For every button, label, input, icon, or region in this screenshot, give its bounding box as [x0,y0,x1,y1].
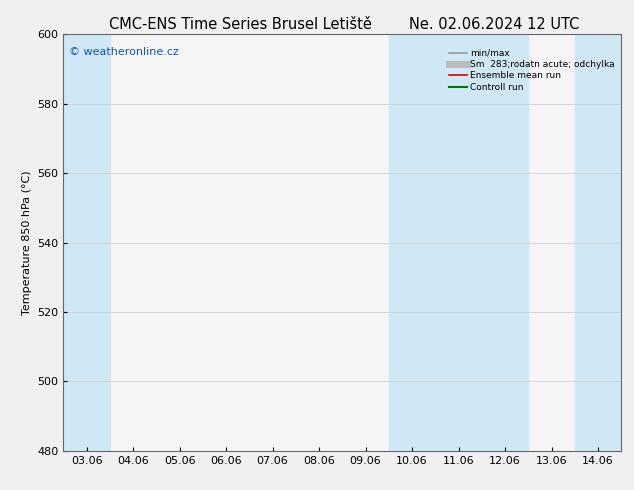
Text: Ne. 02.06.2024 12 UTC: Ne. 02.06.2024 12 UTC [410,17,579,32]
Text: CMC-ENS Time Series Brusel Letiště: CMC-ENS Time Series Brusel Letiště [110,17,372,32]
Bar [63,34,110,451]
Legend: min/max, Sm  283;rodatn acute; odchylka, Ensemble mean run, Controll run: min/max, Sm 283;rodatn acute; odchylka, … [447,47,617,94]
Text: © weatheronline.cz: © weatheronline.cz [69,47,179,57]
Y-axis label: Temperature 850 hPa (°C): Temperature 850 hPa (°C) [22,170,32,315]
Bar [389,34,528,451]
Bar [575,34,634,451]
